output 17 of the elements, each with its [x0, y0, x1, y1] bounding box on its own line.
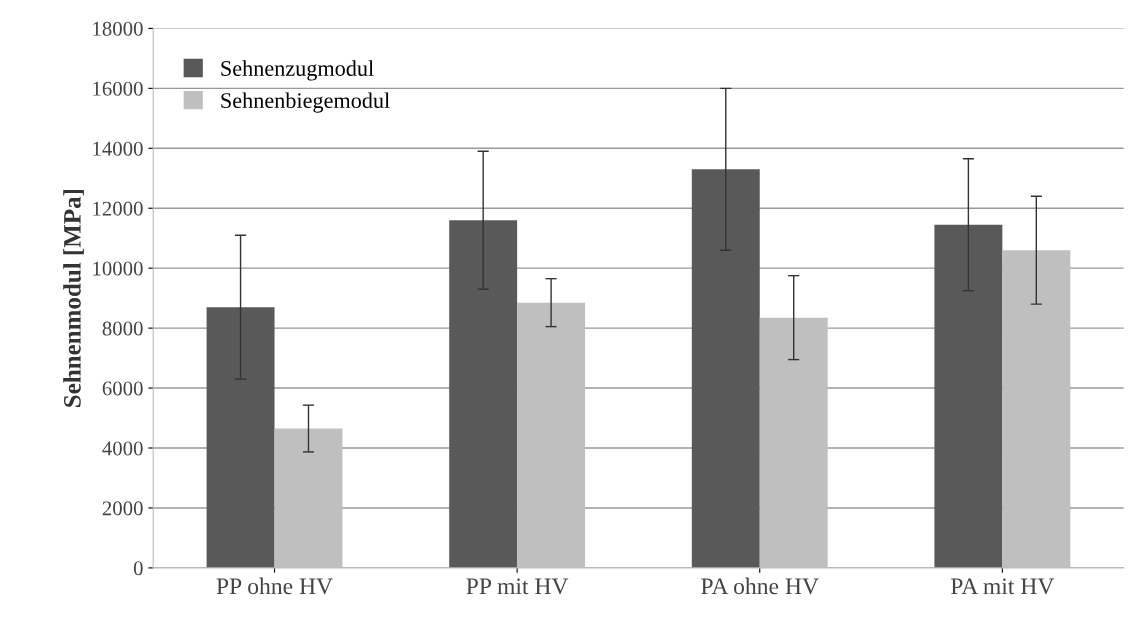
- x-tick-label: PP ohne HV: [216, 577, 333, 595]
- y-tick-label: 6000: [102, 381, 143, 396]
- x-tick-label: PA ohne HV: [701, 577, 819, 595]
- y-tick-label: 10000: [93, 261, 143, 276]
- x-tick-label: PP mit HV: [466, 578, 569, 595]
- legend-label: Sehnenbiegemodul: [221, 92, 390, 113]
- y-tick-label: 4000: [102, 441, 143, 456]
- y-axis-title: Sehnenmodul [MPa]: [63, 189, 84, 407]
- y-tick-label: 2000: [102, 501, 143, 516]
- y-tick-label: 16000: [93, 81, 143, 96]
- legend-label: Sehnenzugmodul: [221, 60, 374, 81]
- y-tick-label: 0: [133, 561, 143, 576]
- x-tick-label: PA mit HV: [950, 578, 1055, 595]
- y-tick-label: 12000: [93, 201, 143, 216]
- y-tick-label: 14000: [93, 141, 143, 156]
- y-tick-label: 8000: [102, 321, 143, 336]
- y-tick-label: 18000: [93, 21, 143, 36]
